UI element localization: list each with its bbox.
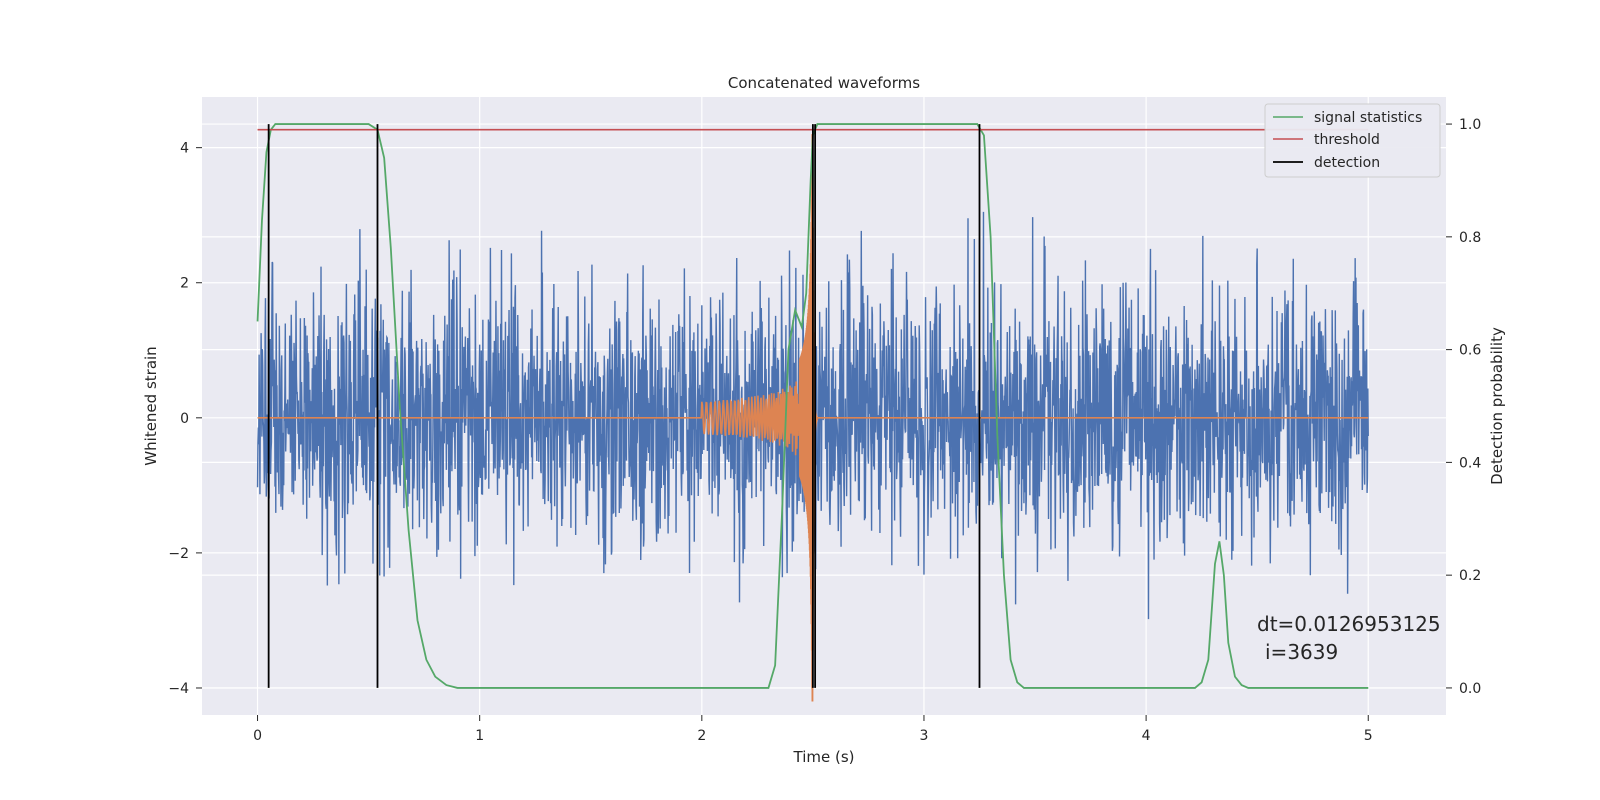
- y2-tick-label: 0.8: [1459, 230, 1481, 246]
- chart-title: Concatenated waveforms: [728, 74, 920, 92]
- y2-tick-label: 0.2: [1459, 568, 1481, 584]
- y-tick-label: −2: [168, 546, 189, 562]
- x-tick-label: 3: [920, 728, 929, 744]
- x-axis: 0 1 2 3 4 5: [253, 715, 1373, 744]
- y2-tick-label: 1.0: [1459, 117, 1481, 133]
- y-axis-label: Whitened strain: [142, 346, 160, 465]
- y-axis-right: 0.0 0.2 0.4 0.6 0.8 1.0: [1446, 117, 1481, 697]
- signal-statistics-line: [256, 123, 1369, 689]
- y-tick-label: 0: [180, 411, 189, 427]
- y2-tick-label: 0.4: [1459, 455, 1481, 471]
- y-tick-label: 2: [180, 276, 189, 292]
- y2-axis-label: Detection probability: [1488, 327, 1506, 485]
- annotation-i: i=3639: [1265, 640, 1338, 664]
- legend-detection-label: detection: [1314, 155, 1380, 171]
- y-axis-left: −4 −2 0 2 4: [168, 141, 202, 697]
- y-tick-label: 4: [180, 141, 189, 157]
- x-tick-label: 2: [697, 728, 706, 744]
- x-tick-label: 0: [253, 728, 262, 744]
- detection-series: [267, 124, 981, 688]
- annotation-dt: dt=0.0126953125: [1257, 612, 1441, 636]
- y2-tick-label: 0.0: [1459, 681, 1481, 697]
- legend-box: [1264, 103, 1441, 178]
- x-axis-label: Time (s): [793, 748, 855, 766]
- y2-tick-label: 0.6: [1459, 343, 1481, 359]
- legend-signal-label: signal statistics: [1314, 110, 1422, 126]
- signal-statistics-series: [256, 123, 1369, 689]
- x-tick-label: 1: [475, 728, 484, 744]
- y-tick-label: −4: [168, 681, 189, 697]
- legend-threshold-label: threshold: [1314, 132, 1380, 148]
- x-tick-label: 4: [1142, 728, 1151, 744]
- x-tick-label: 5: [1364, 728, 1373, 744]
- legend: signal statistics threshold detection: [1264, 103, 1441, 178]
